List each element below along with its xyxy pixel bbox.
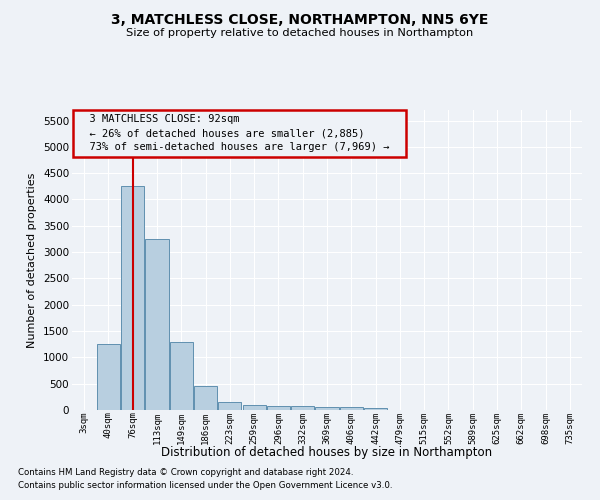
Text: Size of property relative to detached houses in Northampton: Size of property relative to detached ho… [127,28,473,38]
Bar [242,404,266,410]
Text: Contains HM Land Registry data © Crown copyright and database right 2024.: Contains HM Land Registry data © Crown c… [18,468,353,477]
Bar [194,386,217,410]
Bar [364,408,387,410]
Bar [97,344,120,410]
Bar [316,407,338,410]
Text: Distribution of detached houses by size in Northampton: Distribution of detached houses by size … [161,446,493,459]
Bar [145,239,169,410]
Bar [121,186,144,410]
Bar [340,408,363,410]
Y-axis label: Number of detached properties: Number of detached properties [28,172,37,348]
Text: 3, MATCHLESS CLOSE, NORTHAMPTON, NN5 6YE: 3, MATCHLESS CLOSE, NORTHAMPTON, NN5 6YE [112,12,488,26]
Text: 3 MATCHLESS CLOSE: 92sqm  
  ← 26% of detached houses are smaller (2,885)  
  73: 3 MATCHLESS CLOSE: 92sqm ← 26% of detach… [77,114,402,152]
Text: Contains public sector information licensed under the Open Government Licence v3: Contains public sector information licen… [18,480,392,490]
Bar [218,402,241,410]
Bar [267,406,290,410]
Bar [170,342,193,410]
Bar [291,406,314,410]
